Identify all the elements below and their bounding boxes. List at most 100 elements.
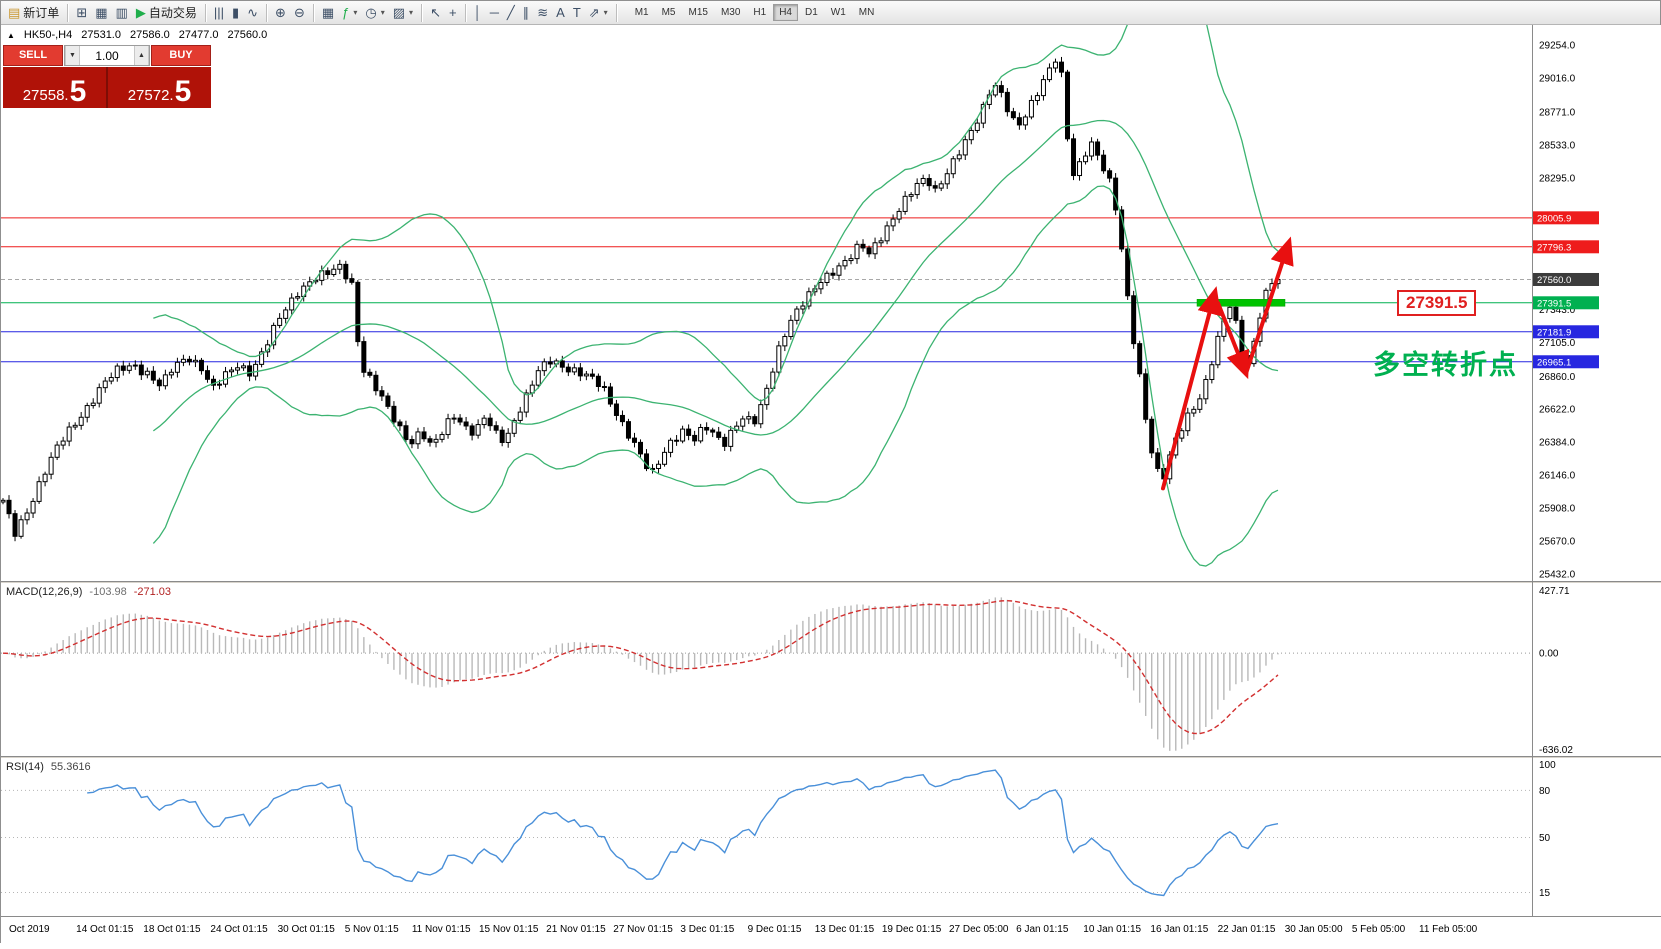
close-value: 27560.0 xyxy=(227,29,268,41)
macd-axis-label: 427.71 xyxy=(1539,586,1570,597)
annotation-note-text[interactable]: 多空转折点 xyxy=(1373,350,1518,381)
dropdown-arrow-icon[interactable]: ▾ xyxy=(603,8,608,17)
dropdown-arrow-icon[interactable]: ▾ xyxy=(409,8,414,17)
sell-price[interactable]: 27558. 5 xyxy=(3,67,106,108)
autotrading-button[interactable]: ▶ 自动交易 xyxy=(132,1,201,25)
rsi-label: RSI(14) xyxy=(6,761,44,773)
price-axis-label: 27105.0 xyxy=(1539,338,1576,349)
cursor-button[interactable]: ↖ xyxy=(426,1,445,25)
chart-window-icon: ⊞ xyxy=(76,5,88,20)
tile-windows-icon: ▦ xyxy=(321,5,335,20)
new-order-button[interactable]: ▤ 新订单 xyxy=(4,1,63,25)
time-axis-label: 11 Feb 05:00 xyxy=(1419,924,1478,935)
time-axis-label: 22 Jan 01:15 xyxy=(1218,924,1276,935)
sell-price-big-digit: 5 xyxy=(69,74,87,108)
trend-arrow[interactable] xyxy=(1216,301,1250,380)
rsi-axis-label: 15 xyxy=(1539,888,1551,899)
toolbar-separator xyxy=(204,3,206,22)
zoom-in-button[interactable]: ⊕ xyxy=(271,1,290,25)
macd-label: MACD(12,26,9) xyxy=(6,586,83,598)
symbol-period-label: HK50-,H4 xyxy=(23,29,73,41)
charts-button[interactable]: ⊞ xyxy=(72,1,91,25)
timeframe-m5[interactable]: M5 xyxy=(661,7,676,18)
candlestick-chart-icon: ▮ xyxy=(231,5,240,20)
new-order-button-label: 新订单 xyxy=(23,6,60,20)
indicators-button[interactable]: ƒ ▾ xyxy=(338,1,361,25)
sell-button[interactable]: SELL xyxy=(3,45,63,66)
trend-arrow[interactable] xyxy=(1161,286,1221,491)
timeframe-h4[interactable]: H4 xyxy=(773,4,798,21)
timeframe-w1[interactable]: W1 xyxy=(830,7,846,18)
annotations-layer[interactable] xyxy=(1161,236,1294,491)
text-button[interactable]: A xyxy=(552,1,569,25)
low-value: 27477.0 xyxy=(178,29,219,41)
channel-button[interactable]: ∥ xyxy=(519,1,534,25)
timeframe-mn[interactable]: MN xyxy=(858,7,875,18)
timeframe-d1[interactable]: D1 xyxy=(805,7,818,18)
buy-price[interactable]: 27572. 5 xyxy=(108,67,211,108)
periods-button[interactable]: ◷ ▾ xyxy=(361,1,388,25)
market-watch-icon: ▦ xyxy=(95,5,108,20)
crosshair-button[interactable]: + xyxy=(445,1,461,25)
volume-increase-button[interactable]: ▲ xyxy=(134,46,149,65)
channel-icon: ∥ xyxy=(522,5,530,20)
time-axis-label: 10 Jan 01:15 xyxy=(1083,924,1141,935)
autotrading-button-label: 自动交易 xyxy=(148,6,197,20)
dropdown-arrow-icon[interactable]: ▾ xyxy=(353,8,358,17)
time-axis-label: 14 Oct 01:15 xyxy=(76,924,134,935)
clock-icon: ◷ xyxy=(365,5,377,20)
price-axis-label: 26384.0 xyxy=(1539,438,1576,449)
market-watch-button[interactable]: ▦ xyxy=(91,1,111,25)
vertical-line-button[interactable]: │ xyxy=(470,1,486,25)
rsi-axis-label: 50 xyxy=(1539,833,1551,844)
fibonacci-icon: ≋ xyxy=(537,5,549,20)
dropdown-arrow-icon[interactable]: ▾ xyxy=(380,8,385,17)
timeframe-h1[interactable]: H1 xyxy=(753,7,767,18)
time-axis-label: 6 Jan 01:15 xyxy=(1016,924,1069,935)
terminal-button[interactable]: ▥ xyxy=(112,1,132,25)
time-axis-label: 18 Oct 01:15 xyxy=(143,924,201,935)
macd-main-value: -103.98 xyxy=(89,586,127,598)
zoom-out-button[interactable]: ⊖ xyxy=(290,1,309,25)
fibonacci-button[interactable]: ≋ xyxy=(533,1,552,25)
price-tag: 27391.5 xyxy=(1537,298,1571,309)
trendline-button[interactable]: ╱ xyxy=(503,1,519,25)
rsi-indicator-header: RSI(14) 55.3616 xyxy=(6,761,91,773)
arrows-button[interactable]: ⇗ ▾ xyxy=(585,1,612,25)
toolbar-separator xyxy=(615,3,617,22)
volume-input[interactable]: 1.00 xyxy=(95,48,119,63)
buy-button[interactable]: BUY xyxy=(151,45,211,66)
horizontal-line-button[interactable]: ─ xyxy=(486,1,503,25)
green-level-bar[interactable] xyxy=(1196,299,1286,307)
label-button[interactable]: T xyxy=(569,1,585,25)
time-axis-label: 19 Dec 01:15 xyxy=(882,924,942,935)
macd-layer: 427.71 0.00 -636.02 xyxy=(1,586,1573,756)
time-axis-label: 27 Nov 01:15 xyxy=(613,924,673,935)
bollinger-bands-layer xyxy=(152,0,1279,567)
bar-chart-icon: ||| xyxy=(213,5,224,20)
line-chart-button[interactable]: ∿ xyxy=(243,1,262,25)
timeframe-m15[interactable]: M15 xyxy=(688,7,708,18)
toolbar-separator xyxy=(464,3,466,22)
open-value: 27531.0 xyxy=(81,29,121,41)
price-axis-label: 25432.0 xyxy=(1539,569,1576,580)
candlestick-chart-button[interactable]: ▮ xyxy=(228,1,243,25)
label-icon: T xyxy=(572,5,581,20)
one-click-trading-panel: SELL ▼ 1.00 ▲ BUY 27558. 5 27572. 5 xyxy=(3,45,211,108)
timeframe-m30[interactable]: M30 xyxy=(720,7,741,18)
price-level-callout[interactable]: 27391.5 xyxy=(1397,289,1477,316)
volume-control: ▼ 1.00 ▲ xyxy=(64,45,150,66)
volume-decrease-button[interactable]: ▼ xyxy=(65,46,80,65)
timeframe-m1[interactable]: M1 xyxy=(634,7,649,18)
time-axis: Oct 2019 14 Oct 01:15 18 Oct 01:15 24 Oct 0… xyxy=(9,924,1478,935)
trend-arrow[interactable] xyxy=(1244,236,1294,376)
templates-button[interactable]: ▨ ▾ xyxy=(389,1,417,25)
time-axis-label: 30 Oct 01:15 xyxy=(278,924,336,935)
autotrading-play-icon: ▶ xyxy=(135,5,146,20)
tile-windows-button[interactable]: ▦ xyxy=(318,1,338,25)
bar-chart-button[interactable]: ||| xyxy=(210,1,228,25)
trendline-icon: ╱ xyxy=(506,5,515,20)
